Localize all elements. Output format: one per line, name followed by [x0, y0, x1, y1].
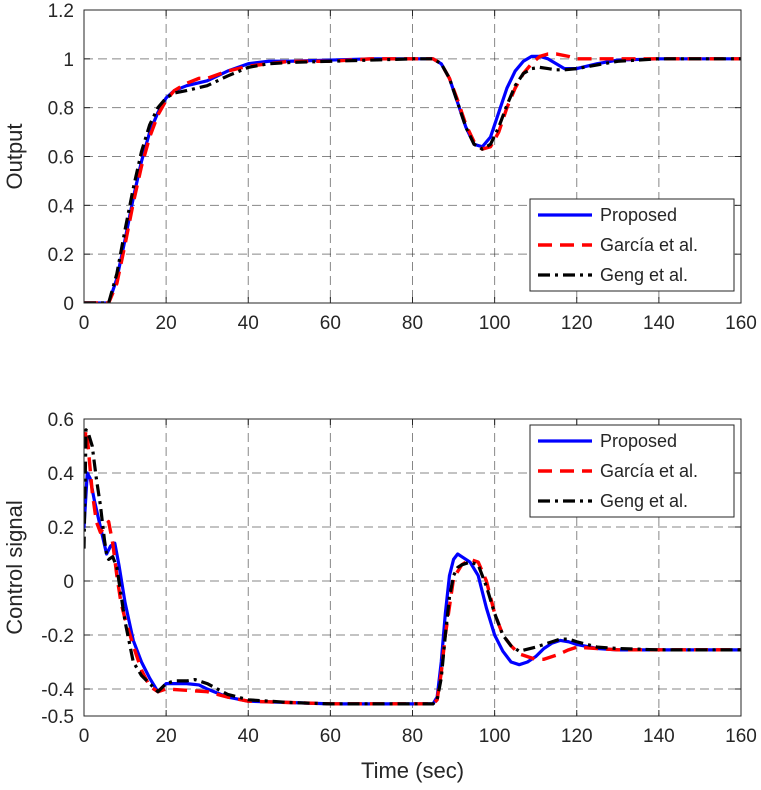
control-x-tick-label: 20	[156, 726, 177, 747]
output-x-tick-label: 0	[79, 313, 90, 334]
output-y-tick-label: 1	[63, 50, 74, 71]
control-y-tick-label: 0.4	[48, 464, 75, 485]
output-legend-label: Geng et al.	[600, 265, 688, 285]
output-series-lines	[84, 52, 741, 303]
control-y-tick-label: 0.2	[48, 518, 74, 539]
output-y-tick-label: 1.2	[48, 1, 74, 22]
control-x-tick-label: 80	[402, 726, 423, 747]
output-x-tick-label: 120	[561, 313, 593, 334]
output-legend: Proposed García et al. Geng et al.	[529, 198, 735, 292]
control-axes-frame	[83, 418, 742, 717]
control-legend: Proposed García et al. Geng et al.	[529, 424, 735, 518]
output-x-tick-label: 20	[156, 313, 177, 334]
control-x-tick-label: 140	[643, 726, 675, 747]
output-x-tick-label: 40	[238, 313, 259, 334]
control-y-tick-label: -0.5	[41, 707, 74, 728]
control-y-tick-label: 0	[63, 572, 74, 593]
output-legend-label: Proposed	[600, 205, 677, 225]
control-series-line-geng-et-al	[84, 428, 741, 706]
control-legend-label: Proposed	[600, 431, 677, 451]
control-x-tick-label: 60	[320, 726, 341, 747]
output-legend-label: García et al.	[600, 235, 698, 255]
control-x-tick-label: 100	[479, 726, 511, 747]
output-x-tick-label: 160	[725, 313, 757, 334]
output-x-tick-label: 140	[643, 313, 675, 334]
output-y-tick-label: 0.2	[48, 245, 74, 266]
output-y-tick-label: 0.6	[48, 148, 74, 169]
control-series-line-garc-a-et-al	[84, 428, 741, 706]
control-y-axis-label: Control signal	[2, 500, 27, 635]
control-y-tick-label: 0.6	[48, 410, 74, 431]
output-y-axis-label: Output	[2, 123, 27, 189]
output-series-line-garc-a-et-al	[84, 52, 741, 303]
control-y-tick-label: -0.2	[41, 626, 74, 647]
output-axes-frame	[83, 9, 742, 304]
output-x-tick-label: 60	[320, 313, 341, 334]
output-y-tick-label: 0	[63, 294, 74, 315]
output-y-tick-label: 0.8	[48, 99, 74, 120]
output-y-tick-label: 0.4	[48, 196, 75, 217]
control-x-tick-label: 160	[725, 726, 757, 747]
control-signal-plot: 0 20 40 60 80 100 120 140 160 -0.5 -0.4 -0.2 0 0.2 0.4…	[2, 410, 757, 783]
control-x-tick-label: 0	[79, 726, 90, 747]
control-series-lines	[84, 428, 741, 706]
control-legend-label: Geng et al.	[600, 491, 688, 511]
control-x-tick-label: 40	[238, 726, 259, 747]
control-legend-label: García et al.	[600, 461, 698, 481]
output-x-tick-label: 100	[479, 313, 511, 334]
control-x-axis-label: Time (sec)	[361, 758, 464, 783]
output-plot: 0 20 40 60 80 100 120 140 160 0 0.2 0.4 0.6 0.8 1 1.2 Ou…	[2, 1, 757, 334]
output-series-line-geng-et-al	[84, 57, 741, 303]
control-y-tick-label: -0.4	[41, 680, 74, 701]
control-x-tick-label: 120	[561, 726, 593, 747]
output-x-tick-label: 80	[402, 313, 423, 334]
